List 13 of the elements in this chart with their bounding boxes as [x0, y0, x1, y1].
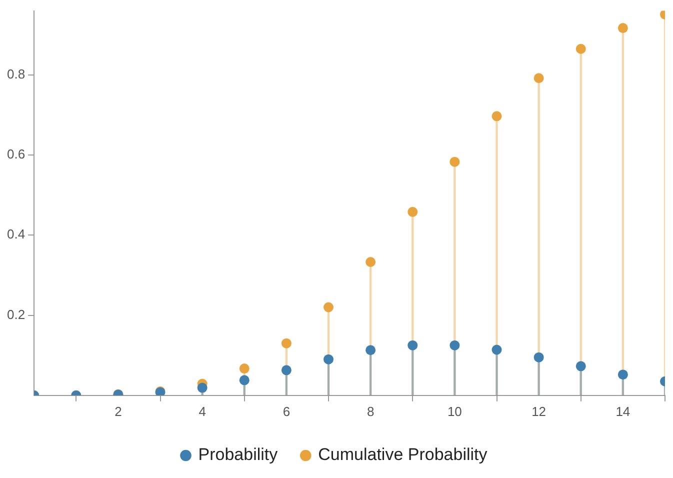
- x-tick-label: 4: [198, 404, 206, 419]
- x-tick-label: 12: [532, 404, 546, 419]
- y-tick-label: 0.8: [6, 66, 26, 82]
- legend-label: Cumulative Probability: [318, 445, 488, 464]
- y-tick-label: 0.6: [6, 146, 26, 162]
- legend-label: Probability: [198, 445, 278, 464]
- x-tick-label: 10: [447, 404, 462, 419]
- x-tick-label: 14: [616, 404, 630, 419]
- x-tick-label: 8: [366, 404, 374, 419]
- y-tick-label: 0.2: [6, 306, 26, 322]
- y-tick-label: 0.4: [6, 226, 26, 242]
- x-tick-label: 2: [114, 404, 122, 419]
- x-tick-label: 6: [282, 404, 290, 419]
